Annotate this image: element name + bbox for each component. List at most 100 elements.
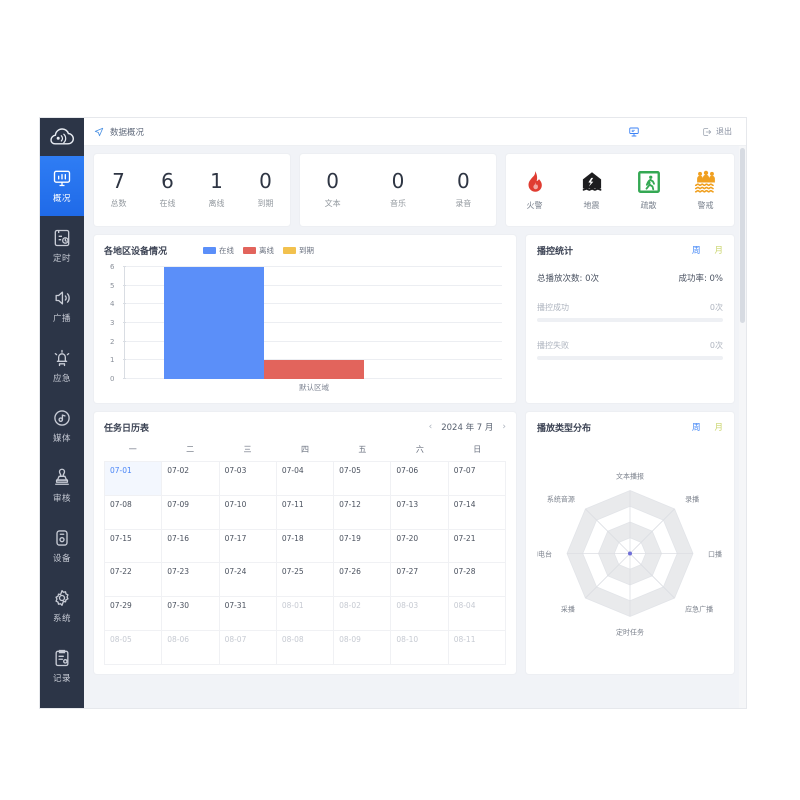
sidebar-item-shebei[interactable]: 设备 [40,516,84,576]
playstat-header: 播控统计 周 月 [537,244,723,257]
calendar-day-cell[interactable]: 07-06 [391,462,449,496]
radar-axis-line [585,508,631,554]
sidebar-item-gaikuang[interactable]: 概况 [40,156,84,216]
sidebar-item-jilu[interactable]: 记录 [40,636,84,696]
calendar-day-cell[interactable]: 07-15 [105,529,163,564]
toggle-week[interactable]: 周 [691,246,701,256]
calendar-day-cell[interactable]: 07-29 [105,597,163,632]
calendar-day-cell[interactable]: 07-05 [334,462,392,496]
stat-label: 音乐 [389,199,406,208]
notice-button[interactable] [628,126,640,138]
region-device-chart-card: 各地区设备情况 在线 离线 [94,235,516,403]
calendar-day-cell[interactable]: 08-09 [334,631,392,665]
grid-line [126,322,502,323]
calendar-day-cell[interactable]: 07-03 [219,462,277,496]
legend-item-offline[interactable]: 离线 [243,245,274,256]
calendar-day-cell[interactable]: 07-25 [276,563,335,598]
x-tick-label: 默认区域 [299,383,329,392]
stat-label: 录音 [455,199,472,208]
playstat-summary: 总播放次数: 0次 成功率: 0% [537,272,723,284]
calendar-day-cell[interactable]: 07-01 [105,462,163,496]
calendar-day-cell[interactable]: 07-13 [391,495,449,530]
calendar-day-cell[interactable]: 07-23 [162,563,220,598]
calendar-day-cell[interactable]: 07-22 [105,563,163,598]
calendar-week-row: 07-22 07-23 07-24 07-25 07-26 07-27 07-28 [105,563,506,598]
stat-label: 到期 [257,199,274,208]
calendar-day-cell[interactable]: 07-10 [219,495,277,530]
calendar-day-cell[interactable]: 08-04 [448,597,506,632]
calendar-day-cell[interactable]: 07-30 [162,597,220,632]
calendar-day-cell[interactable]: 07-27 [391,563,449,598]
calendar-day-cell[interactable]: 07-28 [448,563,506,598]
calendar-day-cell[interactable]: 07-24 [219,563,277,598]
success-progress-bar [537,318,723,322]
chevron-left-icon[interactable]: ‹ [428,422,433,432]
calendar-day-cell[interactable]: 07-14 [448,495,506,530]
calendar-day-cell[interactable]: 07-21 [448,529,506,564]
calendar-day-cell[interactable]: 07-26 [334,563,392,598]
bar-在线[interactable] [163,267,264,379]
calendar-day-cell[interactable]: 07-08 [105,495,163,530]
calendar-day-cell[interactable]: 08-03 [391,597,449,632]
grid-line [126,340,502,342]
y-tick-label: 3 [110,319,115,327]
emergency-alarm-icon [54,349,70,367]
bar-离线[interactable] [263,360,365,379]
scrollbar-thumb[interactable] [740,148,745,323]
calendar-day-cell[interactable]: 07-20 [391,529,449,564]
y-tick-mark [123,303,126,305]
y-tick-mark [123,340,126,342]
calendar-day-cell[interactable]: 07-02 [162,462,220,496]
logout-button[interactable]: 退出 [702,126,732,137]
second-row: 各地区设备情况 在线 离线 [94,235,734,403]
emergency-evacuation-button[interactable]: 疏散 [620,169,677,211]
calendar-day-cell[interactable]: 08-07 [219,631,277,665]
sidebar-item-shenhe[interactable]: 审核 [40,456,84,516]
sidebar-item-meiti[interactable]: 媒体 [40,396,84,456]
radar-header: 播放类型分布 周 月 [537,421,723,434]
calendar-day-cell[interactable]: 08-10 [391,631,449,665]
legend-item-expired[interactable]: 到期 [283,245,314,256]
calendar-day-cell[interactable]: 07-16 [162,529,220,564]
calendar-day-cell[interactable]: 08-06 [162,631,220,665]
sidebar-item-guangbo[interactable]: 广播 [40,276,84,336]
calendar-day-cell[interactable]: 07-31 [219,597,277,632]
toggle-week[interactable]: 周 [691,423,701,433]
calendar-day-cell[interactable]: 07-19 [334,529,392,564]
calendar-day-cell[interactable]: 07-04 [276,462,335,496]
calendar-day-cell[interactable]: 07-09 [162,495,220,530]
sidebar-item-dingshi[interactable]: 定时 [40,216,84,276]
toggle-month[interactable]: 月 [714,246,723,256]
calendar-day-cell[interactable]: 08-05 [105,631,163,665]
emergency-alert-button[interactable]: 警戒 [677,169,734,211]
stat-label: 离线 [208,199,225,208]
calendar-day-cell[interactable]: 07-18 [276,529,335,564]
calendar-day-cell[interactable]: 08-08 [276,631,335,665]
sidebar-item-xitong[interactable]: 系统 [40,576,84,636]
calendar-day-cell[interactable]: 08-01 [276,597,335,632]
calendar-day-cell[interactable]: 08-02 [334,597,392,632]
calendar-day-cell[interactable]: 07-07 [448,462,506,496]
stat-value: 1 [210,169,223,193]
calendar-weekday: 六 [415,445,424,454]
sidebar-item-yingji[interactable]: 应急 [40,336,84,396]
emergency-earthquake-button[interactable]: 地震 [563,169,620,211]
device-stats-card: 7 总数 6 在线 1 离线 0 到期 [94,154,290,226]
fail-progress-bar [537,356,723,360]
emergency-fire-button[interactable]: 火警 [506,169,563,211]
calendar-day-cell[interactable]: 08-11 [448,631,506,665]
legend-item-online[interactable]: 在线 [203,245,234,256]
chevron-right-icon[interactable]: › [502,422,506,432]
calendar-day-cell[interactable]: 07-12 [334,495,392,530]
main-scrollbar[interactable] [739,146,746,708]
calendar-weekday: 日 [473,445,482,454]
plot-area: 0 1 2 3 4 5 6 [110,263,502,383]
calendar-day-cell[interactable]: 07-17 [219,529,277,564]
toggle-month[interactable]: 月 [714,423,723,433]
playback-stats-card: 播控统计 周 月 总播放次数: 0次 成功率: 0% 播控成功 0次 [526,235,734,403]
stat-expired: 0 到期 [241,171,290,209]
calendar-day-cell[interactable]: 07-11 [276,495,335,530]
location-arrow-icon [94,127,104,136]
stat-value: 0 [456,169,470,193]
